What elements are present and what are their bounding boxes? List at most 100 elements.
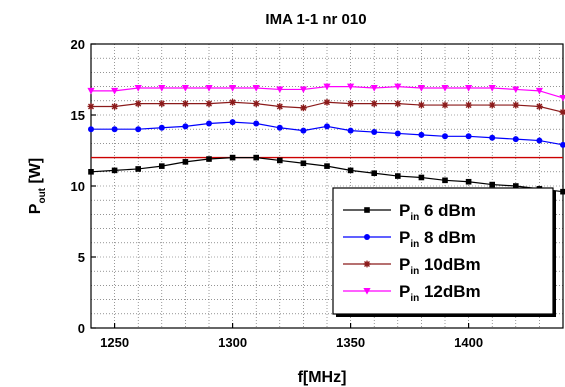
y-axis-label-sub: out — [37, 187, 48, 203]
data-point — [277, 157, 283, 164]
data-point — [206, 120, 212, 127]
data-point — [347, 127, 354, 134]
y-tick-label: 15 — [71, 108, 85, 123]
y-axis-label: Pout [W] — [27, 158, 48, 214]
data-point — [276, 124, 283, 131]
data-point — [465, 85, 473, 92]
data-point — [371, 129, 378, 136]
data-point — [347, 100, 354, 108]
data-point — [111, 126, 118, 133]
data-point — [560, 188, 565, 195]
y-axis-label-suffix: [W] — [27, 158, 44, 188]
data-point — [252, 100, 260, 108]
data-point — [489, 134, 496, 141]
data-point — [465, 101, 472, 109]
data-point — [395, 173, 401, 179]
x-tick-label: 1250 — [100, 335, 129, 350]
x-tick-label: 1350 — [336, 335, 365, 350]
data-point — [159, 163, 165, 169]
legend-label: Pin 8 dBm — [399, 228, 476, 250]
data-point — [87, 103, 95, 110]
data-point — [513, 183, 519, 189]
series-4 — [87, 83, 565, 102]
data-point — [347, 167, 354, 174]
data-point — [182, 123, 189, 130]
legend-marker — [363, 260, 371, 268]
legend-label: Pin 10dBm — [399, 255, 481, 277]
data-point — [253, 154, 259, 161]
data-point — [253, 120, 260, 127]
data-point — [324, 163, 330, 169]
legend-item: Pin 8 dBm — [343, 228, 476, 250]
y-tick-label: 0 — [78, 321, 85, 336]
data-point — [229, 85, 237, 92]
data-point — [465, 178, 472, 185]
data-point — [135, 166, 141, 172]
data-point — [134, 85, 142, 92]
data-point — [394, 83, 402, 91]
data-point — [512, 101, 520, 109]
data-point — [465, 133, 472, 140]
legend-marker — [364, 234, 370, 240]
x-axis-label: f[MHz] — [298, 369, 347, 386]
data-point — [560, 141, 565, 148]
data-point — [323, 83, 331, 91]
data-point — [206, 156, 212, 162]
data-point — [134, 100, 142, 108]
data-point — [87, 87, 95, 95]
data-point — [559, 108, 565, 116]
data-point — [158, 100, 166, 108]
data-point — [182, 159, 189, 165]
data-point — [181, 85, 189, 92]
data-point — [512, 136, 519, 143]
data-point — [347, 83, 355, 91]
data-point — [417, 85, 425, 92]
legend-label: Pin 6 dBm — [399, 201, 476, 223]
data-point — [536, 103, 543, 110]
y-tick-label: 20 — [71, 37, 85, 52]
data-point — [488, 85, 496, 92]
data-point — [182, 100, 189, 108]
series-2 — [88, 119, 565, 148]
data-point — [371, 170, 377, 177]
data-point — [418, 174, 425, 181]
data-point — [88, 126, 94, 133]
data-point — [276, 103, 284, 110]
data-point — [111, 167, 118, 174]
data-point — [442, 133, 448, 140]
legend-marker — [364, 207, 370, 213]
data-point — [370, 85, 378, 92]
data-point — [300, 127, 307, 134]
legend-marker — [363, 288, 371, 295]
data-point — [205, 100, 213, 108]
data-point — [394, 130, 401, 137]
y-axis-label-main: P — [27, 203, 44, 214]
data-point — [442, 177, 448, 184]
x-tick-label: 1300 — [218, 335, 247, 350]
data-point — [135, 126, 142, 133]
data-point — [512, 86, 520, 94]
data-point — [88, 169, 94, 175]
data-point — [229, 154, 236, 161]
data-point — [252, 85, 260, 92]
legend-item: Pin 10dBm — [343, 255, 481, 277]
data-point — [488, 101, 496, 109]
data-point — [300, 104, 307, 112]
data-point — [324, 123, 330, 130]
data-point — [158, 124, 165, 131]
legend: Pin 6 dBm Pin 8 dBm Pin 10dBm Pin 12dBm — [332, 187, 556, 317]
data-point — [535, 87, 543, 95]
data-point — [158, 85, 166, 92]
data-point — [441, 85, 449, 92]
data-point — [276, 86, 284, 94]
legend-item: Pin 12dBm — [343, 282, 481, 304]
data-point — [418, 131, 425, 138]
legend-label: Pin 12dBm — [399, 282, 481, 304]
data-point — [559, 94, 565, 102]
data-point — [441, 101, 449, 109]
data-point — [229, 119, 236, 126]
data-point — [536, 137, 543, 144]
series-3 — [87, 98, 565, 116]
data-point — [370, 100, 378, 108]
data-point — [418, 101, 425, 109]
